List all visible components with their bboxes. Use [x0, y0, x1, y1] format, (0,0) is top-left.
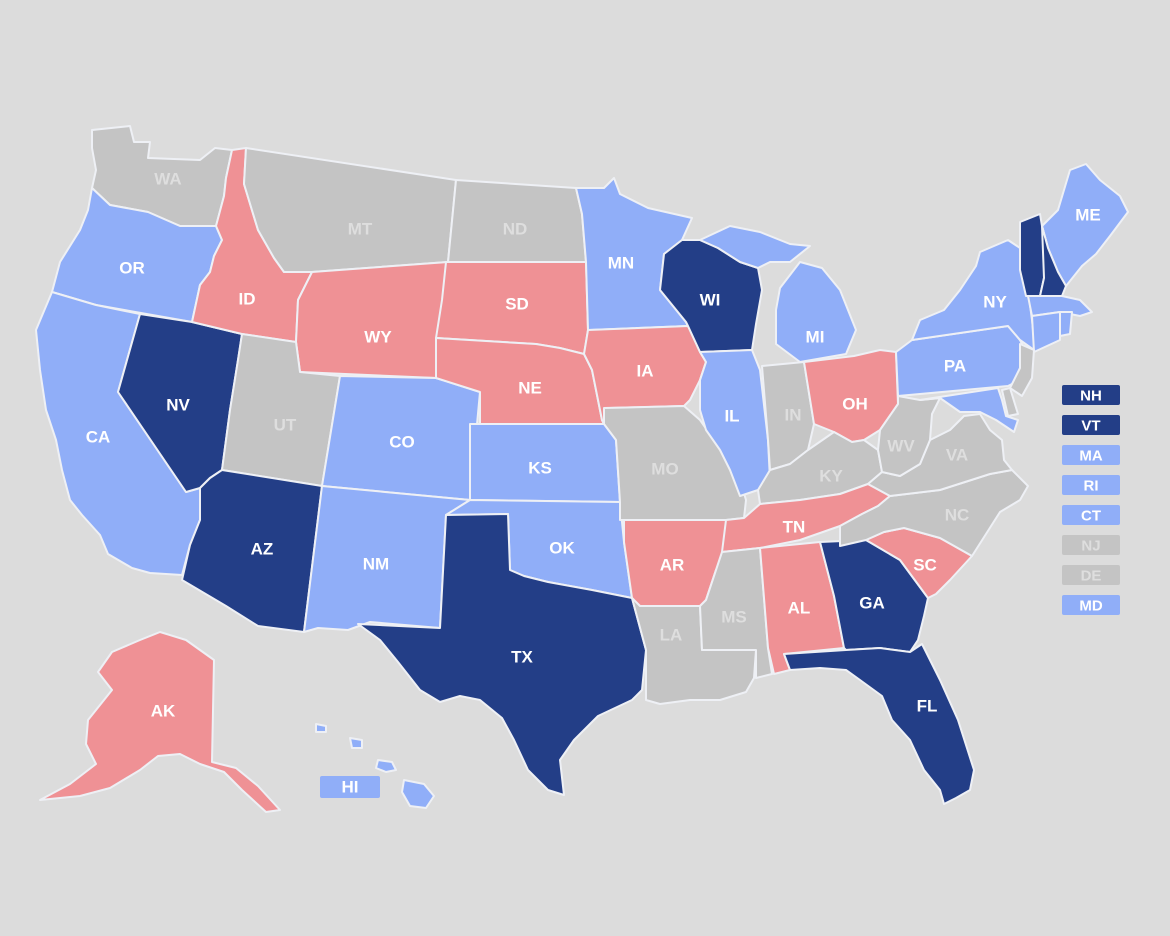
key-label-de: DE — [1081, 568, 1102, 585]
state-mo — [603, 405, 747, 521]
state-label-ca: CA — [86, 428, 111, 447]
states-layer — [35, 125, 1129, 813]
state-label-mi: MI — [806, 328, 825, 347]
state-label-or: OR — [119, 259, 145, 278]
state-label-tx: TX — [511, 648, 533, 667]
state-de — [1001, 387, 1019, 417]
state-label-ny: NY — [983, 293, 1007, 312]
key-box-ct — [1062, 505, 1120, 525]
state-label-tn: TN — [783, 518, 806, 537]
state-label-il: IL — [724, 407, 739, 426]
state-label-sd: SD — [505, 295, 529, 314]
state-labels-layer: WA OR CA NV ID MT WY UT AZ CO NM ND SD NE KS OK TX MN IA MO… — [86, 170, 1101, 798]
state-mt — [243, 147, 457, 273]
state-tx — [357, 513, 647, 796]
state-label-ut: UT — [274, 416, 297, 435]
state-label-ms: MS — [721, 608, 747, 627]
hi-tag-box — [320, 776, 380, 798]
key-label-nh: NH — [1080, 388, 1102, 405]
state-wy — [295, 261, 449, 379]
state-label-ia: IA — [637, 362, 654, 381]
state-label-mt: MT — [348, 220, 373, 239]
key-box-ma — [1062, 445, 1120, 465]
state-label-fl: FL — [917, 697, 938, 716]
state-label-wa: WA — [154, 170, 181, 189]
state-label-mo: MO — [651, 460, 678, 479]
state-label-az: AZ — [251, 540, 274, 559]
state-label-oh: OH — [842, 395, 868, 414]
state-hi — [349, 737, 363, 749]
state-label-ga: GA — [859, 594, 885, 613]
state-hi — [401, 779, 435, 809]
state-hi — [375, 759, 397, 773]
key-box-de — [1062, 565, 1120, 585]
state-label-nv: NV — [166, 396, 190, 415]
state-label-wi: WI — [700, 291, 721, 310]
state-label-nc: NC — [945, 506, 970, 525]
state-label-in: IN — [785, 406, 802, 425]
state-nh — [1039, 225, 1067, 297]
state-label-al: AL — [788, 599, 811, 618]
key-box-nh — [1062, 385, 1120, 405]
state-label-co: CO — [389, 433, 415, 452]
small-states-key: NH VT MA RI CT NJ DE MD — [1062, 385, 1120, 615]
key-label-md: MD — [1079, 598, 1102, 615]
state-label-ne: NE — [518, 379, 542, 398]
state-wv — [877, 395, 941, 477]
state-ak — [39, 631, 281, 813]
state-label-nm: NM — [363, 555, 389, 574]
state-label-la: LA — [660, 626, 683, 645]
state-label-ks: KS — [528, 459, 552, 478]
state-label-wy: WY — [364, 328, 392, 347]
state-label-ky: KY — [819, 467, 843, 486]
state-ms — [699, 547, 773, 679]
state-label-pa: PA — [944, 357, 966, 376]
state-label-id: ID — [239, 290, 256, 309]
state-ct — [1031, 311, 1061, 353]
state-il — [699, 349, 771, 497]
key-label-ct: CT — [1081, 508, 1101, 525]
state-label-me: ME — [1075, 206, 1101, 225]
state-nj — [1009, 343, 1035, 397]
key-box-md — [1062, 595, 1120, 615]
state-label-sc: SC — [913, 556, 937, 575]
key-label-ri: RI — [1084, 478, 1099, 495]
state-label-ak: AK — [151, 702, 176, 721]
state-label-va: VA — [946, 446, 968, 465]
key-label-ma: MA — [1079, 448, 1102, 465]
state-label-ar: AR — [660, 556, 685, 575]
state-mi — [699, 225, 811, 269]
key-label-vt: VT — [1081, 418, 1100, 435]
key-label-nj: NJ — [1081, 538, 1100, 555]
state-ri — [1059, 311, 1073, 337]
state-label-wv: WV — [887, 437, 915, 456]
state-md — [919, 387, 1019, 433]
state-label-hi: HI — [342, 778, 359, 797]
state-label-nd: ND — [503, 220, 528, 239]
key-box-vt — [1062, 415, 1120, 435]
state-mi — [775, 261, 857, 363]
key-box-ri — [1062, 475, 1120, 495]
state-hi — [315, 723, 327, 733]
state-label-mn: MN — [608, 254, 634, 273]
key-box-nj — [1062, 535, 1120, 555]
state-fl — [783, 643, 975, 805]
state-label-ok: OK — [549, 539, 575, 558]
